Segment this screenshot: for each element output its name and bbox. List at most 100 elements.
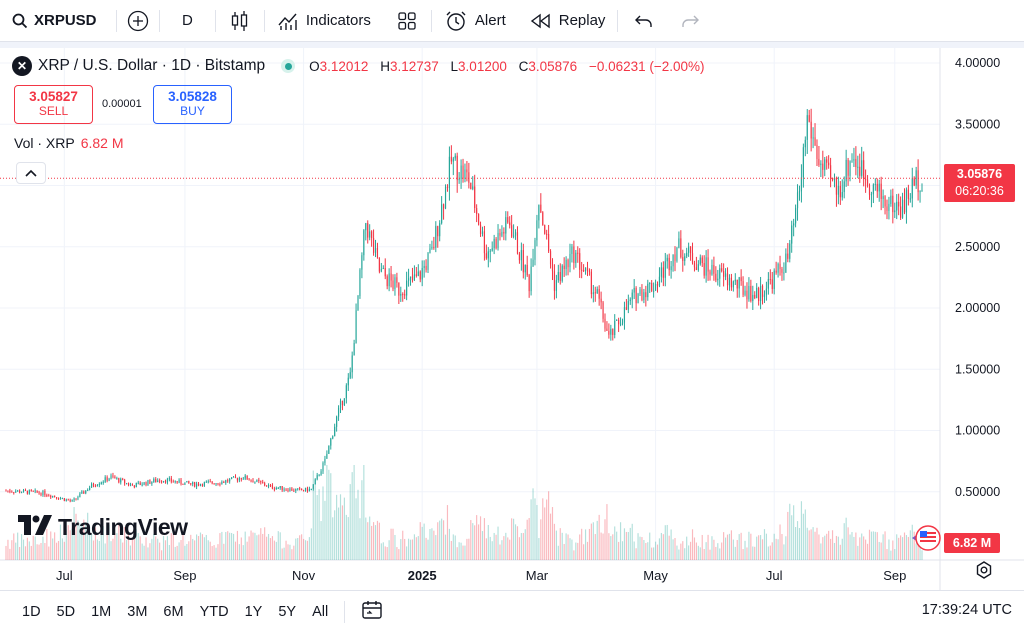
interval-button[interactable]: D bbox=[160, 0, 215, 42]
chart-type-button[interactable] bbox=[216, 0, 264, 42]
volume-legend: Vol · XRP 6.82 M bbox=[14, 135, 124, 151]
candle-body bbox=[619, 323, 622, 325]
volume-bar bbox=[116, 533, 118, 560]
us-flag-icon[interactable] bbox=[912, 524, 942, 557]
candle-body bbox=[754, 294, 756, 299]
volume-bar bbox=[178, 542, 180, 560]
candle-body bbox=[795, 208, 797, 224]
undo-icon bbox=[634, 13, 654, 29]
candle-body bbox=[388, 273, 390, 287]
volume-bar bbox=[141, 543, 143, 560]
candle-body bbox=[452, 158, 454, 162]
chevron-up-icon bbox=[25, 164, 37, 182]
volume-bar bbox=[738, 534, 740, 560]
candle-body bbox=[812, 137, 814, 139]
volume-bar bbox=[454, 535, 456, 560]
candle-body bbox=[703, 263, 705, 276]
volume-bar bbox=[225, 532, 227, 560]
range-button-ytd[interactable]: YTD bbox=[199, 603, 229, 620]
range-button-1y[interactable]: 1Y bbox=[244, 603, 263, 620]
candle-body bbox=[267, 485, 270, 487]
volume-bar bbox=[676, 545, 678, 560]
market-status-icon[interactable] bbox=[281, 59, 296, 73]
candle-body bbox=[917, 170, 919, 193]
volume-bar bbox=[75, 513, 77, 560]
volume-bar bbox=[262, 533, 264, 560]
candle-body bbox=[232, 476, 235, 478]
chart-title[interactable]: XRP / U.S. Dollar · 1D · Bitstamp bbox=[38, 57, 266, 74]
volume-bar bbox=[540, 519, 542, 560]
candle-body bbox=[30, 490, 32, 492]
buy-button[interactable]: 3.05828 BUY bbox=[153, 85, 232, 124]
candle-body bbox=[847, 159, 849, 176]
candle-body bbox=[118, 478, 120, 483]
candle-body bbox=[721, 268, 723, 272]
candle-body bbox=[874, 183, 876, 185]
candle-body bbox=[616, 319, 618, 321]
volume-bar bbox=[724, 537, 727, 560]
volume-bar bbox=[573, 550, 575, 560]
volume-bar bbox=[623, 528, 626, 560]
chart-pane[interactable]: 4.000003.500003.000002.500002.000001.500… bbox=[0, 42, 1024, 590]
high-value: 3.12737 bbox=[389, 58, 439, 74]
volume-bar bbox=[450, 540, 452, 560]
candle-body bbox=[423, 265, 425, 269]
indicators-button[interactable]: Indicators bbox=[265, 0, 383, 42]
tradingview-logo[interactable]: TradingView bbox=[18, 514, 188, 541]
candle-body bbox=[670, 266, 672, 271]
alert-button[interactable]: Alert bbox=[432, 0, 518, 42]
volume-bar bbox=[820, 543, 822, 560]
candle-body bbox=[771, 279, 773, 289]
undo-button[interactable] bbox=[618, 0, 670, 42]
candle-body bbox=[96, 485, 98, 487]
volume-bar bbox=[551, 507, 554, 560]
compare-symbol-button[interactable] bbox=[117, 0, 159, 42]
range-button-3m[interactable]: 3M bbox=[127, 603, 148, 620]
candle-body bbox=[55, 496, 58, 499]
candle-body bbox=[905, 189, 908, 213]
volume-bar bbox=[678, 549, 680, 560]
gear-icon[interactable] bbox=[975, 561, 993, 584]
volume-bar bbox=[771, 542, 773, 560]
candle-body bbox=[559, 272, 561, 281]
volume-bar bbox=[775, 538, 777, 560]
utc-clock[interactable]: 17:39:24 UTC bbox=[921, 602, 1012, 618]
candle-body bbox=[839, 185, 841, 198]
volume-bar bbox=[209, 541, 211, 560]
candle-body bbox=[322, 462, 324, 472]
symbol-search-button[interactable]: XRPUSD bbox=[0, 0, 116, 42]
candle-body bbox=[783, 272, 785, 274]
range-button-5d[interactable]: 5D bbox=[56, 603, 76, 620]
candle-body bbox=[911, 178, 913, 199]
volume-bar bbox=[215, 547, 217, 560]
volume-bar bbox=[612, 534, 614, 560]
candle-body bbox=[133, 485, 135, 488]
volume-bar bbox=[20, 534, 23, 560]
volume-bar bbox=[355, 498, 357, 560]
volume-bar bbox=[157, 538, 159, 560]
candle-body bbox=[501, 231, 503, 236]
range-button-1m[interactable]: 1M bbox=[91, 603, 112, 620]
candle-body bbox=[841, 192, 843, 198]
replay-button[interactable]: Replay bbox=[518, 0, 618, 42]
volume-bar bbox=[812, 527, 814, 560]
range-button-1d[interactable]: 1D bbox=[22, 603, 41, 620]
redo-button[interactable] bbox=[670, 0, 710, 42]
candle-body bbox=[367, 223, 369, 238]
range-button-5y[interactable]: 5Y bbox=[278, 603, 297, 620]
price-chart[interactable]: 4.000003.500003.000002.500002.000001.500… bbox=[0, 48, 1024, 590]
volume-bar bbox=[30, 545, 32, 560]
templates-button[interactable] bbox=[383, 0, 431, 42]
volume-bar bbox=[476, 515, 478, 560]
range-button-6m[interactable]: 6M bbox=[163, 603, 184, 620]
range-button-all[interactable]: All bbox=[312, 603, 329, 620]
sell-button[interactable]: 3.05827 SELL bbox=[14, 85, 93, 124]
volume-bar bbox=[666, 524, 668, 560]
candle-body bbox=[777, 263, 779, 273]
volume-bar bbox=[50, 531, 52, 560]
volume-bar bbox=[201, 534, 204, 560]
collapse-legend-button[interactable] bbox=[16, 162, 46, 184]
volume-bar bbox=[505, 532, 507, 560]
candle-body bbox=[462, 165, 464, 179]
goto-date-button[interactable] bbox=[353, 600, 391, 624]
